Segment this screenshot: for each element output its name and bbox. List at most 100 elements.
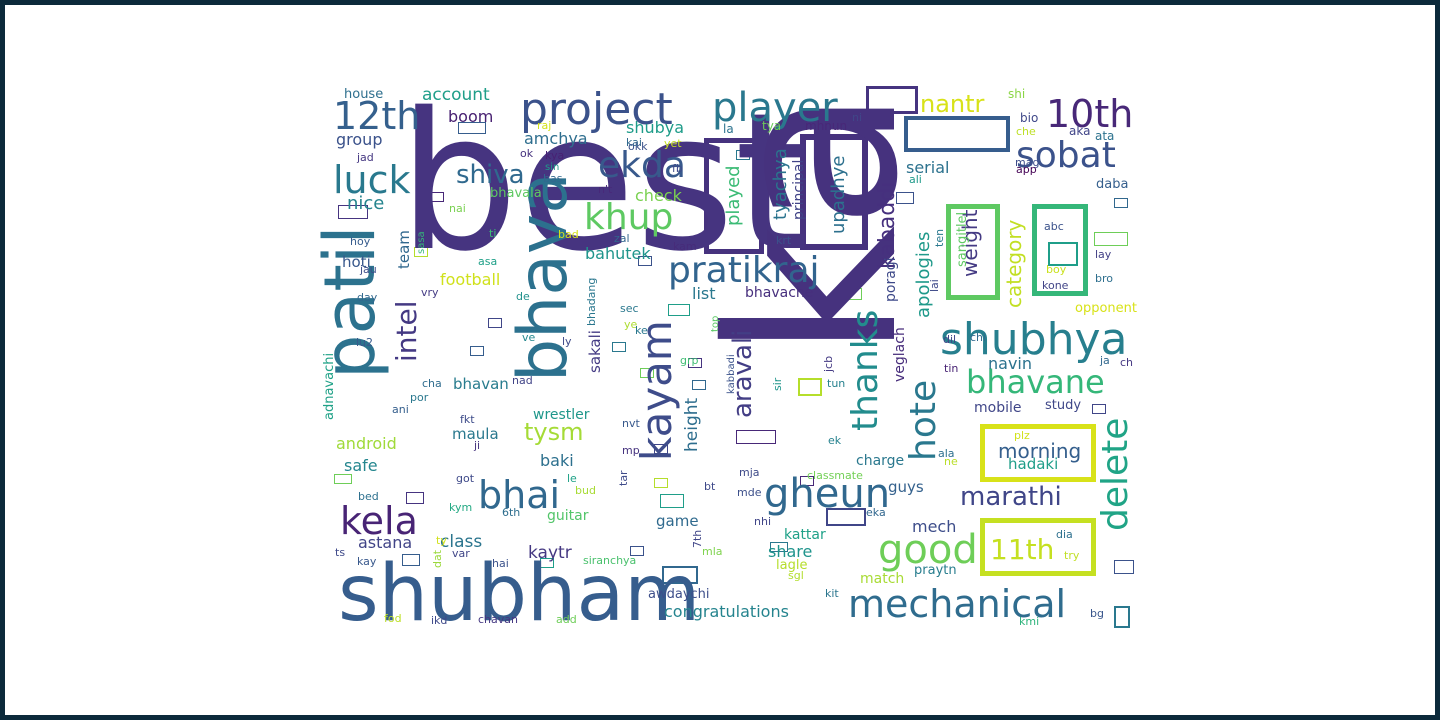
cloud-word: congratulations bbox=[664, 602, 789, 621]
cloud-word: morning bbox=[998, 439, 1082, 463]
cloud-word: principal bbox=[791, 159, 807, 220]
cloud-word: praytn bbox=[914, 563, 957, 578]
cloud-word: hadaki bbox=[1008, 455, 1059, 473]
cloud-word: lay bbox=[1095, 248, 1112, 261]
cloud-word: maula bbox=[452, 425, 499, 443]
cloud-word: lu2 bbox=[356, 336, 374, 349]
cloud-word: ly bbox=[562, 335, 572, 348]
cloud-word: sgl bbox=[788, 569, 804, 582]
cloud-word: daba bbox=[1096, 177, 1129, 192]
cloud-word: mobile bbox=[974, 400, 1022, 416]
cloud-word: mla bbox=[702, 545, 723, 558]
cloud-word: bhava bbox=[504, 172, 583, 382]
cloud-word: thanks bbox=[845, 309, 886, 431]
cloud-word: baki bbox=[540, 451, 574, 470]
cloud-word: ni bbox=[852, 111, 863, 124]
cloud-word: raj bbox=[537, 119, 552, 132]
glyph-box bbox=[736, 430, 776, 444]
cloud-word: sasa bbox=[416, 231, 427, 254]
cloud-word: ali bbox=[909, 173, 922, 186]
cloud-word: yet bbox=[664, 137, 682, 150]
cloud-word: nvt bbox=[622, 417, 640, 430]
glyph-box bbox=[662, 566, 698, 584]
cloud-word: shubya bbox=[626, 118, 685, 137]
cloud-word: share bbox=[768, 542, 813, 561]
cloud-word: grp bbox=[680, 354, 699, 367]
glyph-frame bbox=[980, 518, 1096, 576]
cloud-word: class bbox=[440, 532, 483, 552]
glyph-box bbox=[1094, 232, 1128, 246]
cloud-word: height bbox=[682, 397, 702, 452]
cloud-word: kaytr bbox=[528, 543, 572, 563]
cloud-word: dia bbox=[1056, 528, 1073, 541]
cloud-word: 10th bbox=[1046, 92, 1134, 136]
glyph-box bbox=[896, 192, 914, 204]
cloud-canvas: best ka shubham bhava patil project player prat… bbox=[5, 5, 1435, 715]
cloud-word: kone bbox=[1042, 279, 1069, 292]
cloud-word: ok bbox=[520, 147, 534, 160]
cloud-word: jcb bbox=[822, 355, 835, 372]
cloud-word: awdaychi bbox=[648, 587, 710, 602]
cloud-word: vry bbox=[421, 286, 439, 299]
cloud-word: ek bbox=[828, 434, 842, 447]
glyph-box bbox=[688, 358, 702, 368]
cloud-word: bhavan bbox=[453, 375, 509, 393]
cloud-word: poragi bbox=[883, 257, 899, 302]
cloud-word: mhnun bbox=[805, 119, 848, 133]
cloud-word: ala bbox=[938, 447, 955, 460]
glyph-box bbox=[736, 150, 750, 160]
cloud-word: jau bbox=[360, 263, 377, 276]
cloud-word: sec bbox=[620, 302, 639, 315]
glyph-box bbox=[866, 86, 918, 114]
cloud-word: intel bbox=[390, 300, 423, 362]
glyph-box bbox=[904, 116, 1010, 152]
cloud-word: chavan bbox=[478, 613, 518, 626]
cloud-word: lagle bbox=[776, 558, 808, 573]
cloud-word: tya bbox=[762, 119, 782, 133]
cloud-word: 6th bbox=[502, 506, 521, 519]
cloud-word: ten bbox=[933, 228, 946, 247]
cloud-word: ata bbox=[1095, 129, 1115, 143]
cloud-word: bro bbox=[1095, 272, 1113, 285]
cloud-word: nantr bbox=[920, 90, 985, 118]
cloud-word: try bbox=[1064, 549, 1080, 562]
cloud-word: kmi bbox=[1019, 615, 1040, 628]
cloud-word: navin bbox=[988, 354, 1032, 373]
glyph-box bbox=[770, 542, 788, 552]
cloud-word: group bbox=[336, 130, 383, 149]
cloud-word: adnavachi bbox=[322, 352, 337, 420]
cloud-word: mag bbox=[1015, 156, 1040, 169]
cloud-word: serial bbox=[906, 158, 950, 177]
cloud-word: kay bbox=[357, 555, 377, 568]
cloud-word: hoy bbox=[350, 235, 371, 248]
glyph-box bbox=[1114, 560, 1134, 574]
cloud-word: kym bbox=[449, 501, 473, 514]
cloud-word: ye bbox=[624, 318, 638, 331]
glyph-frame bbox=[946, 204, 1000, 300]
cloud-word: mde bbox=[737, 486, 762, 499]
cloud-word: mech bbox=[912, 517, 957, 536]
cloud-word: check bbox=[635, 186, 682, 205]
cloud-word: marathi bbox=[960, 482, 1062, 512]
cloud-word: ty bbox=[436, 534, 447, 547]
cloud-word: category bbox=[1002, 219, 1026, 308]
cloud-word: sir bbox=[771, 377, 784, 391]
cloud-word: opponent bbox=[1075, 301, 1137, 316]
cloud-word: app bbox=[1016, 163, 1037, 176]
glyph-frame bbox=[1032, 204, 1088, 296]
cloud-word: krt bbox=[776, 234, 792, 247]
cloud-word: ts bbox=[335, 546, 346, 559]
glyph-box bbox=[334, 474, 352, 484]
cloud-word: charge bbox=[856, 453, 905, 469]
cloud-word: top bbox=[710, 315, 721, 332]
glyph-box bbox=[1114, 606, 1130, 628]
cloud-word: ji bbox=[474, 439, 481, 452]
cloud-word: aka bbox=[1069, 124, 1091, 138]
glyph-box bbox=[638, 256, 652, 266]
cloud-word: okk bbox=[628, 140, 648, 153]
glyph-box bbox=[540, 558, 554, 568]
cloud-word: sakali bbox=[586, 330, 604, 373]
word-cloud: best ka shubham bhava patil project player prat… bbox=[5, 5, 1435, 715]
glyph-box bbox=[826, 508, 866, 526]
cloud-word: sangitlel bbox=[955, 211, 970, 267]
